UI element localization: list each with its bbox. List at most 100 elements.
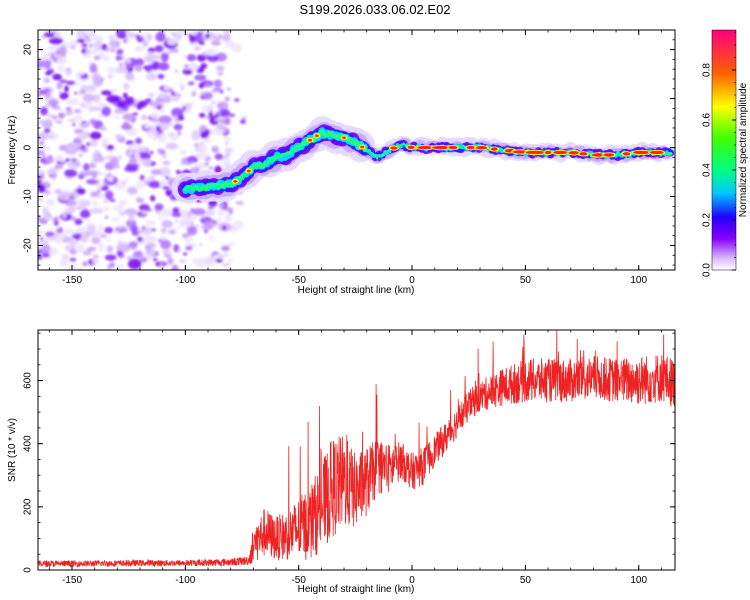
- noise-blob: [97, 102, 107, 109]
- noise-blob: [160, 227, 167, 234]
- colorbar-ticks: 0.0 0.2 0.4 0.6 0.8: [702, 29, 737, 277]
- noise-blob: [171, 96, 179, 102]
- ridge-blob: [243, 173, 247, 178]
- noise-blob: [97, 224, 104, 232]
- noise-blob: [136, 198, 145, 203]
- noise-blob: [136, 103, 143, 110]
- noise-blob: [152, 63, 159, 68]
- noise-blob: [120, 123, 133, 131]
- noise-blob: [224, 213, 233, 222]
- noise-blob: [191, 208, 206, 216]
- noise-blob: [89, 118, 97, 125]
- noise-blob: [113, 230, 121, 234]
- noise-blob: [91, 152, 98, 158]
- spectrogram-x-tick-label: -150: [62, 275, 82, 286]
- noise-blob: [224, 147, 234, 153]
- ridge-blob: [400, 143, 403, 146]
- noise-blob: [91, 237, 101, 245]
- noise-blob: [86, 170, 99, 176]
- noise-blob: [200, 30, 206, 33]
- snr-x-tick-label: 50: [520, 575, 532, 586]
- ridge-peak: [622, 152, 631, 156]
- noise-blob: [51, 115, 58, 120]
- noise-blob: [40, 85, 47, 90]
- noise-blob: [52, 217, 59, 223]
- snr-y-label: SNR (10 * v/v): [7, 418, 18, 482]
- noise-blob: [56, 82, 63, 90]
- noise-blob: [128, 157, 138, 165]
- noise-blob: [79, 120, 90, 129]
- snr-series-line: [38, 330, 675, 568]
- spectrogram-ridge: [171, 116, 675, 204]
- noise-blob: [149, 100, 160, 107]
- noise-blob: [97, 193, 105, 199]
- noise-blob: [225, 206, 234, 213]
- noise-blob: [216, 101, 229, 110]
- noise-blob: [192, 42, 196, 46]
- ridge-blob: [669, 151, 673, 155]
- noise-blob: [69, 257, 77, 262]
- noise-blob: [187, 81, 195, 86]
- noise-blob: [171, 212, 183, 218]
- noise-blob: [139, 229, 153, 235]
- noise-blob: [187, 245, 192, 251]
- noise-blob: [139, 256, 148, 263]
- noise-blob: [38, 46, 43, 52]
- ridge-peak: [475, 146, 488, 150]
- noise-blob: [214, 91, 220, 94]
- noise-blob: [124, 96, 136, 105]
- noise-blob: [44, 189, 51, 196]
- noise-blob: [173, 244, 180, 253]
- colorbar-frame: [711, 29, 737, 271]
- ridge-peak: [568, 151, 580, 155]
- noise-blob: [194, 224, 200, 228]
- noise-blob: [161, 109, 166, 114]
- noise-blob: [131, 254, 139, 258]
- noise-blob: [200, 257, 216, 266]
- snr-y-tick-label: 200: [23, 498, 34, 515]
- noise-blob: [160, 239, 172, 249]
- noise-blob: [205, 48, 218, 57]
- noise-blob: [188, 62, 199, 71]
- noise-blob: [55, 119, 63, 124]
- noise-blob: [165, 175, 170, 180]
- noise-blob: [44, 103, 52, 108]
- noise-blob: [87, 224, 96, 236]
- noise-blob: [126, 186, 138, 195]
- noise-blob: [50, 52, 56, 57]
- noise-blob: [186, 225, 198, 236]
- ridge-peak: [466, 145, 475, 150]
- ridge-blob: [402, 142, 405, 146]
- noise-blob: [180, 208, 189, 218]
- noise-blob: [86, 219, 90, 222]
- noise-blob: [157, 134, 167, 143]
- noise-blob: [165, 142, 179, 150]
- noise-blob: [111, 88, 118, 94]
- noise-blob: [43, 32, 55, 38]
- noise-blob: [123, 82, 130, 91]
- noise-blob: [227, 113, 236, 118]
- noise-blob: [222, 34, 231, 42]
- noise-blob: [122, 92, 128, 99]
- spectrogram-x-ticks: -150 -100 -50 0 50 100: [48, 30, 662, 286]
- noise-blob: [177, 115, 185, 121]
- noise-blob: [64, 85, 69, 93]
- noise-blob: [221, 245, 230, 252]
- noise-blob: [200, 214, 205, 219]
- ridge-blob: [663, 153, 667, 156]
- noise-blob: [38, 170, 44, 175]
- noise-blob: [193, 45, 201, 52]
- noise-blob: [58, 112, 65, 119]
- noise-blob: [65, 202, 71, 207]
- noise-blob: [89, 131, 102, 140]
- ridge-blob: [265, 162, 269, 166]
- noise-blob: [116, 250, 123, 257]
- noise-blob: [55, 216, 60, 219]
- noise-blob: [105, 190, 114, 200]
- noise-blob: [167, 257, 174, 265]
- noise-blob: [41, 182, 46, 186]
- noise-blob: [136, 36, 144, 43]
- chart-title: S199.2026.033.06.02.E02: [299, 2, 450, 17]
- ridge-blob: [199, 186, 204, 192]
- noise-blob: [226, 242, 236, 247]
